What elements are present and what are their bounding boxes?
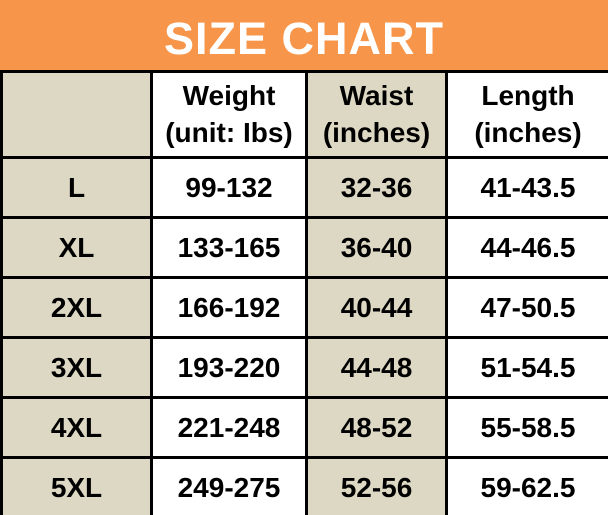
length-value: 59-62.5 xyxy=(445,456,608,515)
waist-value: 44-48 xyxy=(305,336,448,399)
table-row: L 99-132 32-36 41-43.5 xyxy=(0,156,608,219)
header-weight-line2: (unit: Ibs) xyxy=(165,116,293,148)
size-label: 2XL xyxy=(0,276,153,339)
table-row: 3XL 193-220 44-48 51-54.5 xyxy=(0,336,608,399)
header-weight-line1: Weight xyxy=(182,79,276,111)
weight-value: 133-165 xyxy=(150,216,308,279)
size-label: 3XL xyxy=(0,336,153,399)
size-table: Weight (unit: Ibs) Waist (inches) Length… xyxy=(0,70,608,515)
weight-value: 221-248 xyxy=(150,396,308,459)
waist-value: 40-44 xyxy=(305,276,448,339)
weight-value: 193-220 xyxy=(150,336,308,399)
size-label: 4XL xyxy=(0,396,153,459)
page-title: SIZE CHART xyxy=(164,12,444,64)
weight-value: 166-192 xyxy=(150,276,308,339)
table-header-row: Weight (unit: Ibs) Waist (inches) Length… xyxy=(0,70,608,159)
header-waist-line2: (inches) xyxy=(322,116,431,148)
header-length-cell: Length (inches) xyxy=(445,70,608,159)
size-label: 5XL xyxy=(0,456,153,515)
size-label: L xyxy=(0,156,153,219)
size-chart-banner: SIZE CHART xyxy=(0,0,608,70)
header-size-cell xyxy=(0,70,153,159)
table-row: XL 133-165 36-40 44-46.5 xyxy=(0,216,608,279)
length-value: 44-46.5 xyxy=(445,216,608,279)
table-row: 2XL 166-192 40-44 47-50.5 xyxy=(0,276,608,339)
weight-value: 249-275 xyxy=(150,456,308,515)
length-value: 51-54.5 xyxy=(445,336,608,399)
header-waist-cell: Waist (inches) xyxy=(305,70,448,159)
weight-value: 99-132 xyxy=(150,156,308,219)
table-row: 4XL 221-248 48-52 55-58.5 xyxy=(0,396,608,459)
header-waist-line1: Waist xyxy=(339,79,414,111)
size-label: XL xyxy=(0,216,153,279)
waist-value: 36-40 xyxy=(305,216,448,279)
waist-value: 48-52 xyxy=(305,396,448,459)
header-length-line2: (inches) xyxy=(474,116,582,148)
length-value: 41-43.5 xyxy=(445,156,608,219)
waist-value: 52-56 xyxy=(305,456,448,515)
waist-value: 32-36 xyxy=(305,156,448,219)
length-value: 55-58.5 xyxy=(445,396,608,459)
table-row: 5XL 249-275 52-56 59-62.5 xyxy=(0,456,608,515)
header-weight-cell: Weight (unit: Ibs) xyxy=(150,70,308,159)
header-length-line1: Length xyxy=(481,79,575,111)
length-value: 47-50.5 xyxy=(445,276,608,339)
